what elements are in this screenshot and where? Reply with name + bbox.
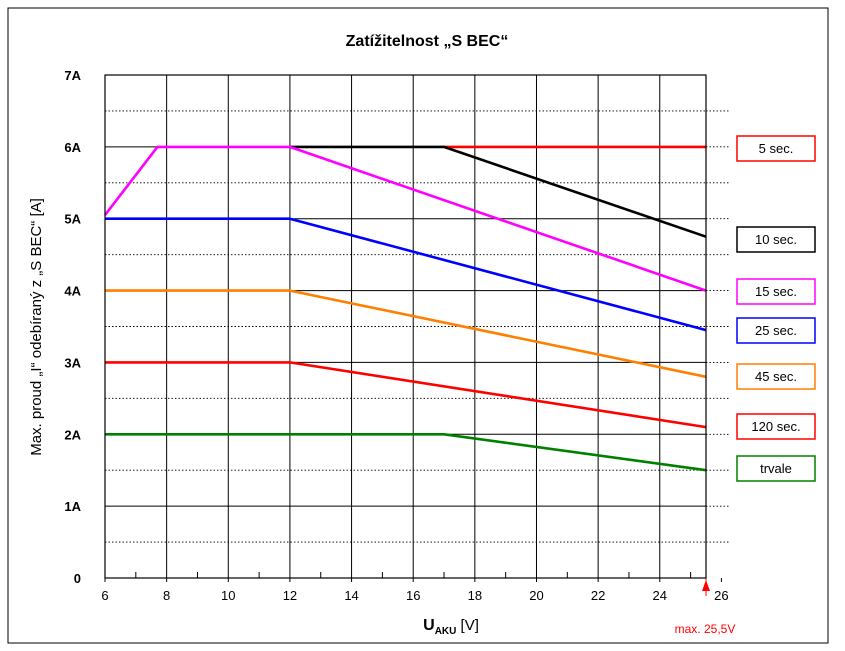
legend-box xyxy=(736,135,816,162)
series-line xyxy=(105,289,707,379)
legend-box xyxy=(736,226,816,253)
x-tick-label: 8 xyxy=(163,588,170,603)
y-tick-label: 5A xyxy=(64,212,81,227)
x-tick-label: 20 xyxy=(529,588,543,603)
series-line xyxy=(105,361,707,429)
legend-label: 45 sec. xyxy=(755,369,797,384)
legend-label: 25 sec. xyxy=(755,323,797,338)
legend-label: 10 sec. xyxy=(755,232,797,247)
series-line xyxy=(105,432,707,472)
legend-box xyxy=(736,455,816,482)
y-tick-label: 3A xyxy=(64,355,81,370)
y-tick-label: 4A xyxy=(64,284,81,299)
y-axis-label: Max. proud „I“ odebíraný z „S BEC“ [A] xyxy=(28,198,45,456)
chart-title: Zatížitelnost „S BEC“ xyxy=(346,33,509,50)
x-axis-label-main: U xyxy=(423,617,435,634)
legend-box xyxy=(736,363,816,390)
x-tick-label: 6 xyxy=(101,588,108,603)
ticks: 6 8 10 12 14 16 18 20 22 24 26 0 1A 2A 3A 4A 5A 6A 7A xyxy=(64,68,728,603)
x-tick-label: 14 xyxy=(344,588,358,603)
legend-label: trvale xyxy=(760,461,792,476)
y-tick-label: 6A xyxy=(64,140,81,155)
series-lines xyxy=(103,145,707,472)
legend-box xyxy=(736,413,816,440)
legend-label: 15 sec. xyxy=(755,284,797,299)
max-marker-label: max. 25,5V xyxy=(675,622,736,636)
x-tick-label: 12 xyxy=(283,588,297,603)
x-tick-label: 18 xyxy=(468,588,482,603)
max-marker-arrow xyxy=(702,580,710,591)
x-tick-label: 10 xyxy=(221,588,235,603)
y-tick-label: 1A xyxy=(64,499,81,514)
x-tick-label: 26 xyxy=(714,588,728,603)
x-tick-label: 22 xyxy=(591,588,605,603)
y-tick-label: 7A xyxy=(64,68,81,83)
series-line xyxy=(105,217,707,332)
x-axis-label-sub: AKU xyxy=(435,626,457,637)
y-tick-label: 2A xyxy=(64,427,81,442)
x-axis-label-unit: [V] xyxy=(456,617,479,634)
legend-box xyxy=(736,278,816,305)
legend-label: 120 sec. xyxy=(751,419,800,434)
x-tick-label: 24 xyxy=(653,588,667,603)
series-line xyxy=(103,145,707,292)
x-axis-label: UAKU [V] xyxy=(423,617,479,637)
legend-box xyxy=(736,317,816,344)
legend-label: 5 sec. xyxy=(759,141,794,156)
plot-frame xyxy=(104,74,707,579)
chart-border xyxy=(7,7,829,644)
x-tick-label: 16 xyxy=(406,588,420,603)
legend: 5 sec. 10 sec. 15 sec. 25 sec. 45 sec. 120 se… xyxy=(736,135,816,482)
y-tick-label: 0 xyxy=(74,571,81,586)
series-line xyxy=(289,145,707,238)
